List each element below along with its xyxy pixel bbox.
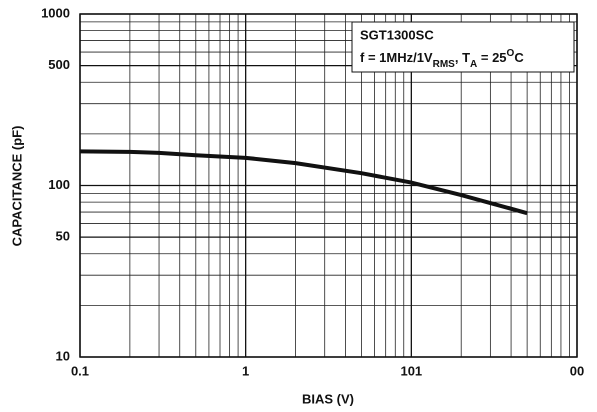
annotation-box bbox=[351, 21, 575, 73]
annotation-title: SGT1300SC bbox=[360, 27, 434, 42]
plot-frame bbox=[79, 13, 578, 358]
x-axis-label: BIAS (V) bbox=[302, 391, 354, 406]
y-tick-label: 100 bbox=[48, 177, 70, 192]
annotation-text: f = 1MHz/1VRMS, TA = 25OC bbox=[360, 48, 524, 70]
annotation-part: A bbox=[470, 59, 477, 70]
y-tick-label: 50 bbox=[56, 229, 70, 244]
x-tick-label: 101 bbox=[400, 363, 422, 378]
x-tick-label: 00 bbox=[570, 363, 584, 378]
y-tick-label: 500 bbox=[48, 57, 70, 72]
data-line bbox=[79, 149, 528, 216]
y-tick-label: 10 bbox=[56, 348, 70, 363]
y-axis-label: CAPACITANCE (pF) bbox=[9, 126, 24, 247]
annotation-part: RMS bbox=[433, 59, 456, 70]
y-tick-label: 1000 bbox=[41, 5, 70, 20]
x-tick-label: 0.1 bbox=[71, 363, 89, 378]
annotation-part: f = 1MHz/1V bbox=[360, 50, 433, 65]
x-tick-label: 1 bbox=[242, 363, 249, 378]
annotation-part: O bbox=[507, 48, 515, 59]
annotation-part: = 25 bbox=[477, 50, 506, 65]
annotation-part: , T bbox=[455, 50, 470, 65]
annotation-part: C bbox=[514, 50, 524, 65]
